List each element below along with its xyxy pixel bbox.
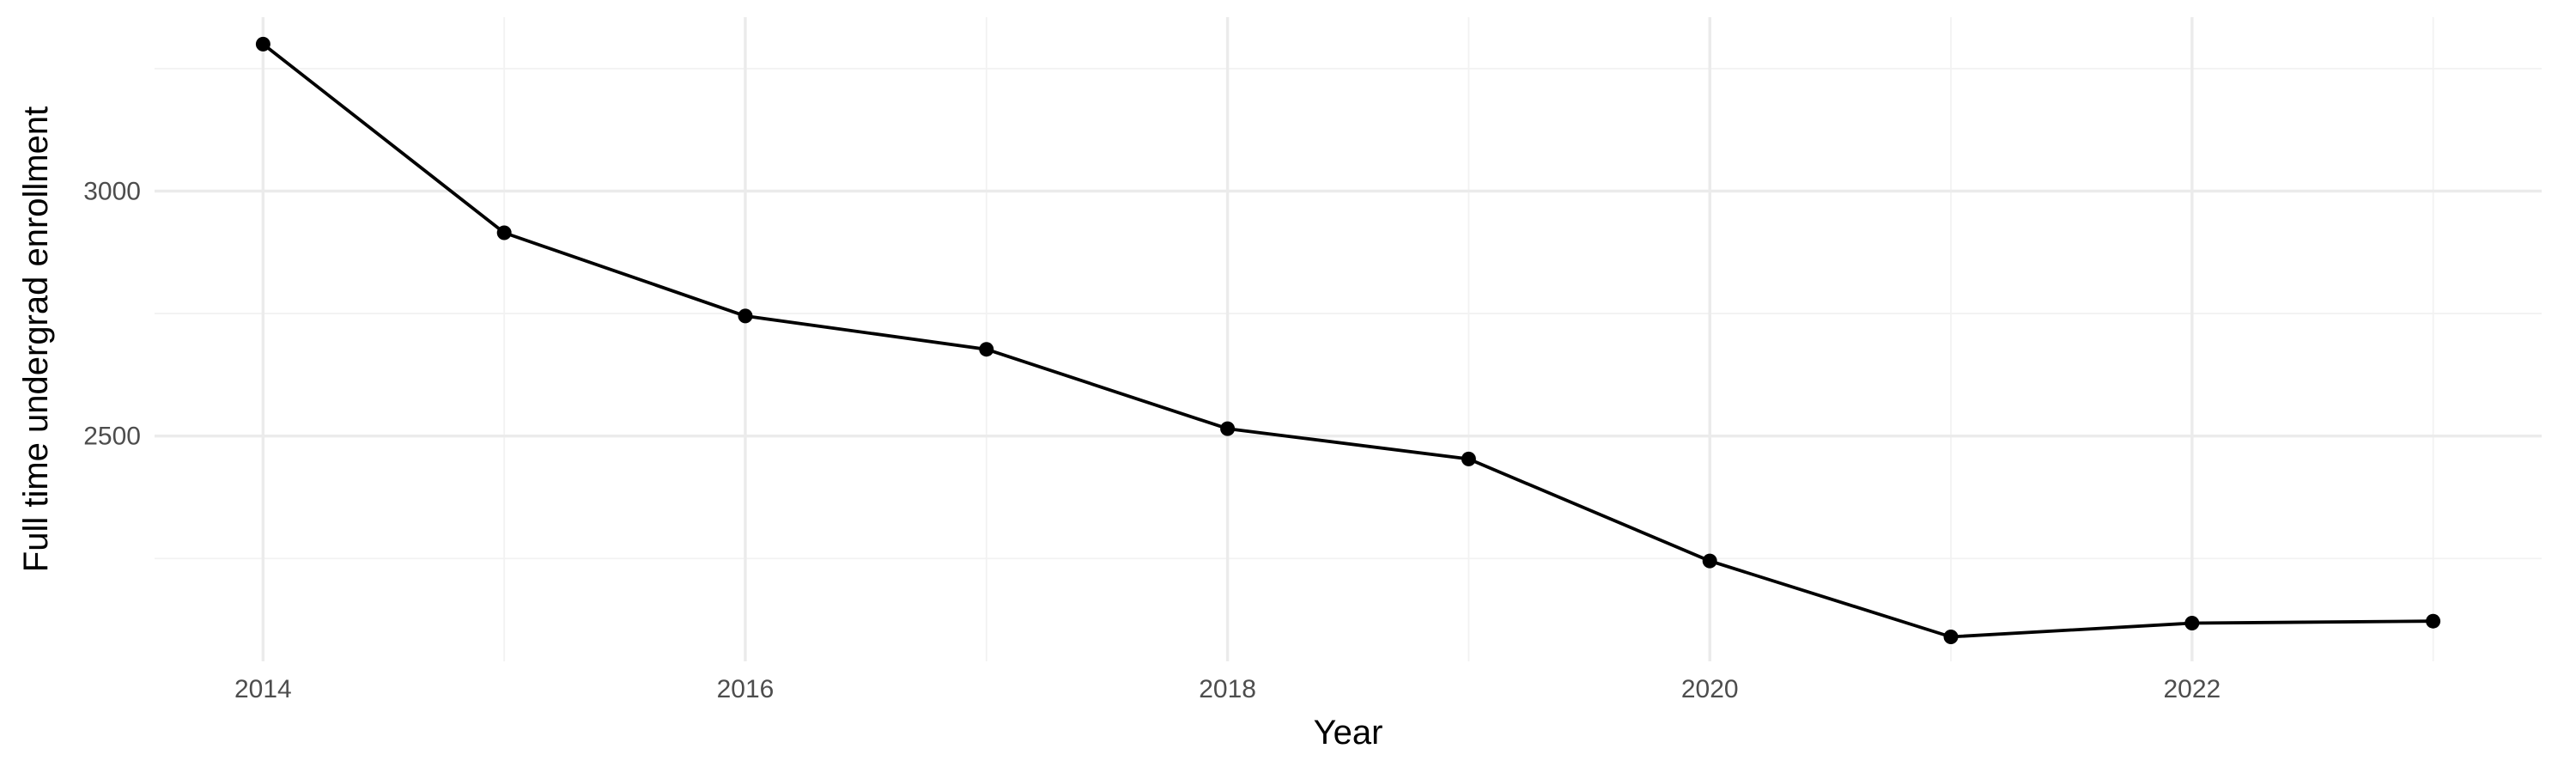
data-point: [979, 342, 994, 357]
data-point: [2426, 613, 2441, 629]
data-point: [738, 308, 753, 324]
tick-labels: 2014 2016 2018 2020 2022 2500 3000: [83, 177, 2221, 703]
series-line: [262, 42, 2433, 639]
data-point: [1220, 421, 1236, 436]
x-tick-label: 2022: [2163, 675, 2221, 703]
data-point: [1461, 451, 1476, 466]
x-tick-label: 2020: [1681, 675, 1739, 703]
data-point: [496, 225, 512, 240]
data-point: [2184, 616, 2200, 630]
x-tick-label: 2016: [717, 675, 775, 703]
data-point: [255, 36, 270, 52]
data-point: [1702, 553, 1717, 569]
y-tick-label: 3000: [83, 177, 141, 205]
x-tick-label: 2018: [1199, 675, 1256, 703]
y-tick-label: 2500: [83, 423, 141, 451]
data-point: [1943, 630, 1959, 644]
y-axis-title: Full time undergrad enrollment: [17, 107, 55, 572]
data-series: [262, 42, 2433, 639]
data-points: [255, 36, 2441, 644]
x-axis-title: Year: [1314, 714, 1383, 752]
x-tick-label: 2014: [234, 675, 292, 703]
